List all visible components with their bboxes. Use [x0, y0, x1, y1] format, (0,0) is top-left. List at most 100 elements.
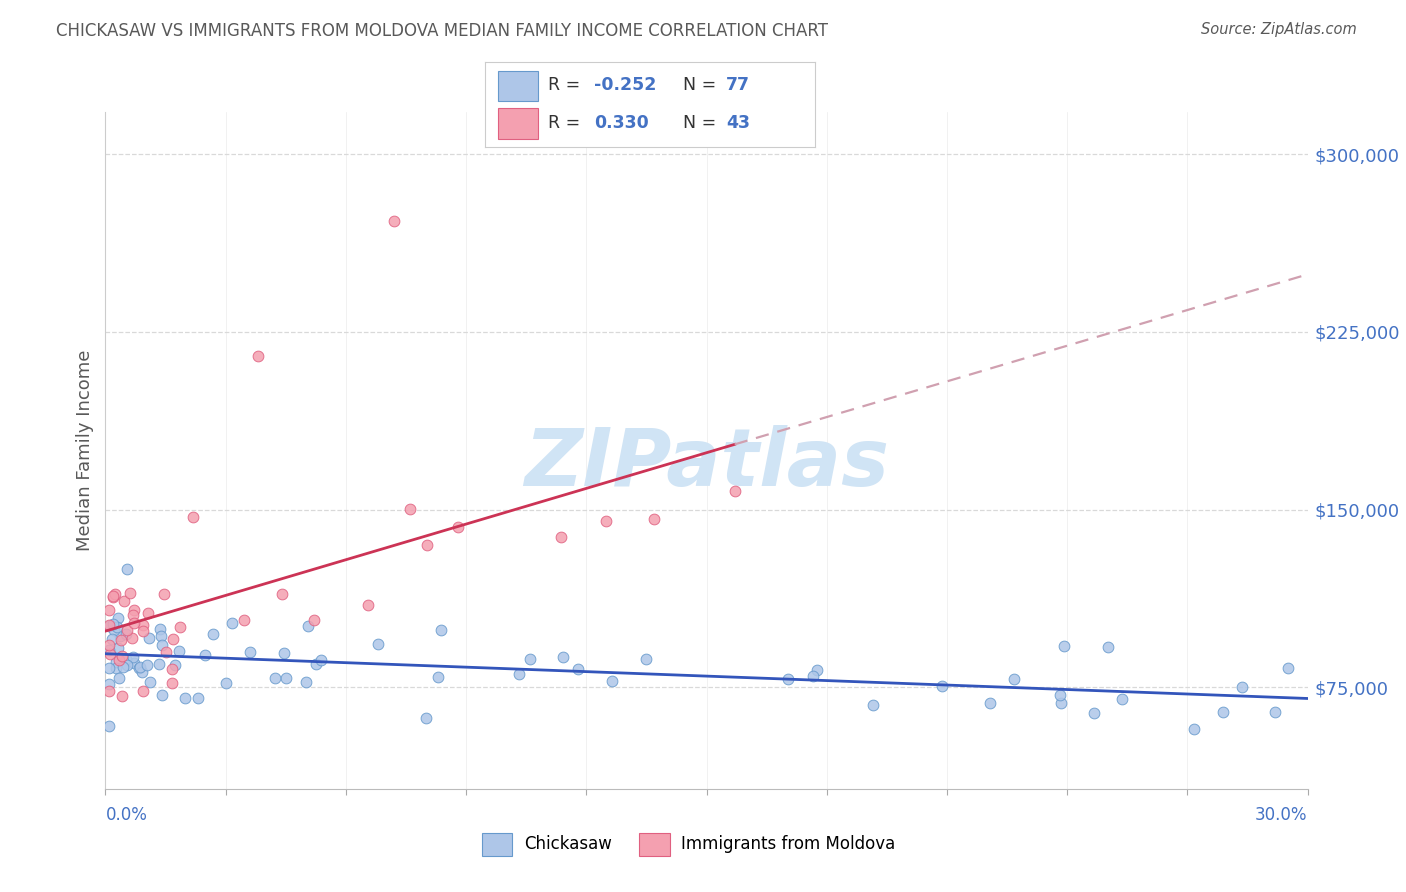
Point [122, 649, 145, 664]
Point [138, 632, 160, 646]
Text: Chickasaw: Chickasaw [524, 835, 612, 853]
Point [104, 587, 127, 601]
Point [128, 661, 150, 675]
Point [931, 680, 953, 694]
Point [107, 641, 129, 656]
Point [103, 616, 125, 631]
Point [121, 631, 143, 645]
Point [101, 590, 124, 604]
Point [1002, 672, 1025, 686]
Point [979, 696, 1001, 710]
Point [112, 660, 135, 674]
Point [600, 674, 623, 689]
Point [98, 719, 121, 733]
Point [276, 671, 298, 685]
Point [98, 683, 121, 698]
Point [239, 644, 262, 658]
Point [508, 667, 530, 681]
Point [110, 633, 132, 648]
Point [169, 620, 191, 634]
Point [723, 483, 745, 498]
Point [98, 617, 121, 632]
Point [169, 644, 191, 658]
Point [98, 602, 121, 616]
Point [357, 599, 380, 613]
Point [263, 672, 285, 686]
Point [103, 623, 125, 637]
Point [1049, 688, 1071, 702]
Point [429, 623, 451, 637]
Text: 0.0%: 0.0% [105, 806, 148, 824]
Point [187, 691, 209, 706]
Text: N =: N = [683, 77, 723, 95]
Point [111, 648, 134, 663]
Point [150, 688, 173, 702]
Point [162, 632, 184, 647]
Point [132, 683, 155, 698]
Point [121, 608, 143, 623]
Point [163, 658, 186, 673]
Text: 0.330: 0.330 [595, 114, 648, 132]
Point [149, 623, 172, 637]
Point [567, 662, 589, 676]
Point [132, 617, 155, 632]
Text: CHICKASAW VS IMMIGRANTS FROM MOLDOVA MEDIAN FAMILY INCOME CORRELATION CHART: CHICKASAW VS IMMIGRANTS FROM MOLDOVA MED… [56, 22, 828, 40]
Point [194, 648, 217, 662]
Point [135, 658, 157, 673]
Point [132, 624, 155, 639]
Point [111, 689, 134, 703]
Text: 77: 77 [727, 77, 751, 95]
Point [1264, 706, 1286, 720]
Point [1097, 640, 1119, 654]
Point [122, 656, 145, 670]
Point [181, 510, 204, 524]
Point [107, 611, 129, 625]
Point [139, 674, 162, 689]
Point [98, 643, 121, 657]
Point [398, 502, 420, 516]
Point [1277, 661, 1299, 675]
Point [415, 711, 437, 725]
Point [1212, 706, 1234, 720]
Point [643, 512, 665, 526]
Point [1050, 696, 1073, 710]
Text: R =: R = [548, 114, 585, 132]
Point [1182, 723, 1205, 737]
Point [162, 661, 184, 675]
Point [98, 648, 121, 662]
Text: 30.0%: 30.0% [1256, 806, 1308, 824]
Point [1053, 639, 1076, 653]
Point [103, 589, 125, 603]
Point [246, 349, 269, 363]
Point [104, 655, 127, 669]
Point [519, 652, 541, 666]
Point [806, 663, 828, 677]
Point [115, 652, 138, 666]
Point [426, 670, 449, 684]
Point [120, 585, 142, 599]
Point [1111, 691, 1133, 706]
Point [149, 629, 172, 643]
Point [136, 606, 159, 620]
Text: ZIPatlas: ZIPatlas [524, 425, 889, 503]
Point [122, 615, 145, 630]
Text: 43: 43 [727, 114, 751, 132]
Point [105, 620, 128, 634]
Point [636, 651, 658, 665]
Point [447, 520, 470, 534]
Point [801, 669, 824, 683]
Point [117, 658, 139, 673]
Point [98, 677, 121, 691]
Point [367, 637, 389, 651]
Point [295, 675, 318, 690]
Point [98, 619, 121, 633]
Point [382, 213, 405, 227]
Point [297, 619, 319, 633]
Point [107, 653, 129, 667]
Point [305, 657, 328, 672]
Point [124, 603, 146, 617]
Point [1083, 706, 1105, 720]
Text: R =: R = [548, 77, 585, 95]
Point [270, 587, 292, 601]
Point [778, 672, 800, 686]
